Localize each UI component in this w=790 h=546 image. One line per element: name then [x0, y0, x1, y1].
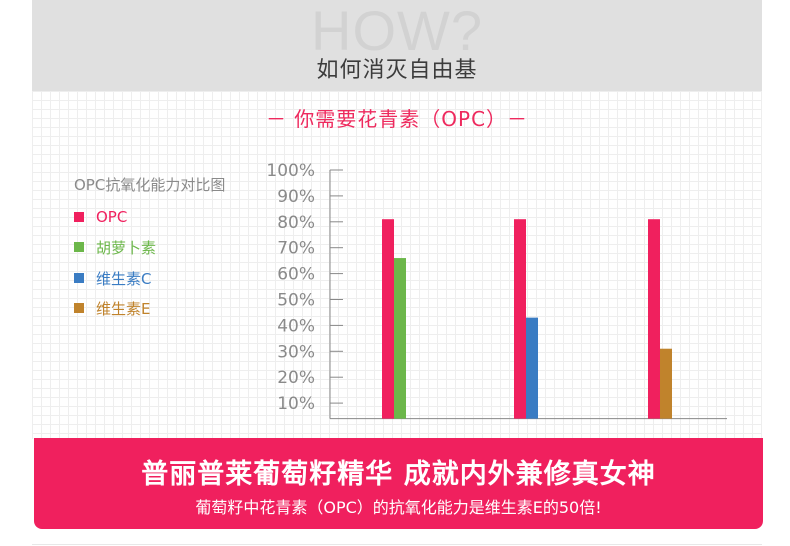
legend-swatch-vitamin-c: [74, 273, 84, 283]
bottom-divider: [32, 544, 762, 545]
legend-label-opc: OPC: [96, 208, 128, 226]
section-title: 如何消灭自由基: [316, 58, 478, 83]
legend-title: OPC抗氧化能力对比图: [74, 176, 226, 194]
legend-swatch-vitamin-e: [74, 303, 84, 313]
legend-item-carotene: 胡萝卜素: [74, 238, 157, 257]
y-tick-label: 80%: [277, 213, 315, 233]
y-tick-label: 60%: [277, 265, 315, 285]
y-tick-label: 40%: [277, 316, 315, 336]
bar-1-1: [382, 219, 394, 419]
legend-label-vitamin-c: 维生素C: [96, 269, 152, 288]
bar-2-2: [526, 317, 538, 419]
legend-item-vitamin-c: 维生素C: [74, 269, 152, 288]
bar-3-1: [648, 219, 660, 419]
banner-subtitle: 葡萄籽中花青素（OPC）的抗氧化能力是维生素E的50倍!: [195, 498, 602, 517]
bar-3-2: [660, 348, 672, 419]
legend-swatch-carotene: [74, 242, 84, 252]
banner-title: 普丽普莱葡萄籽精华 成就内外兼修真女神: [141, 459, 656, 490]
y-tick-label: 90%: [277, 187, 315, 207]
how-watermark: HOW?: [311, 0, 483, 62]
y-tick-label: 70%: [277, 239, 315, 259]
y-tick-label: 50%: [277, 291, 315, 311]
y-tick-label: 10%: [277, 394, 315, 414]
chart-subtitle: － 你需要花青素（OPC）－: [265, 107, 529, 131]
promo-banner: 普丽普莱葡萄籽精华 成就内外兼修真女神 葡萄籽中花青素（OPC）的抗氧化能力是维…: [34, 438, 763, 529]
legend-label-vitamin-e: 维生素E: [96, 299, 151, 318]
y-tick-label: 30%: [277, 342, 315, 362]
y-tick-label: 20%: [277, 368, 315, 388]
header-section: HOW? 如何消灭自由基: [32, 0, 762, 91]
legend-item-vitamin-e: 维生素E: [74, 299, 151, 318]
legend-swatch-opc: [74, 212, 84, 222]
bar-1-2: [394, 258, 406, 419]
legend-label-carotene: 胡萝卜素: [96, 238, 157, 257]
legend-item-opc: OPC: [74, 208, 127, 226]
y-tick-label: 100%: [266, 161, 315, 181]
bar-2-1: [514, 219, 526, 419]
